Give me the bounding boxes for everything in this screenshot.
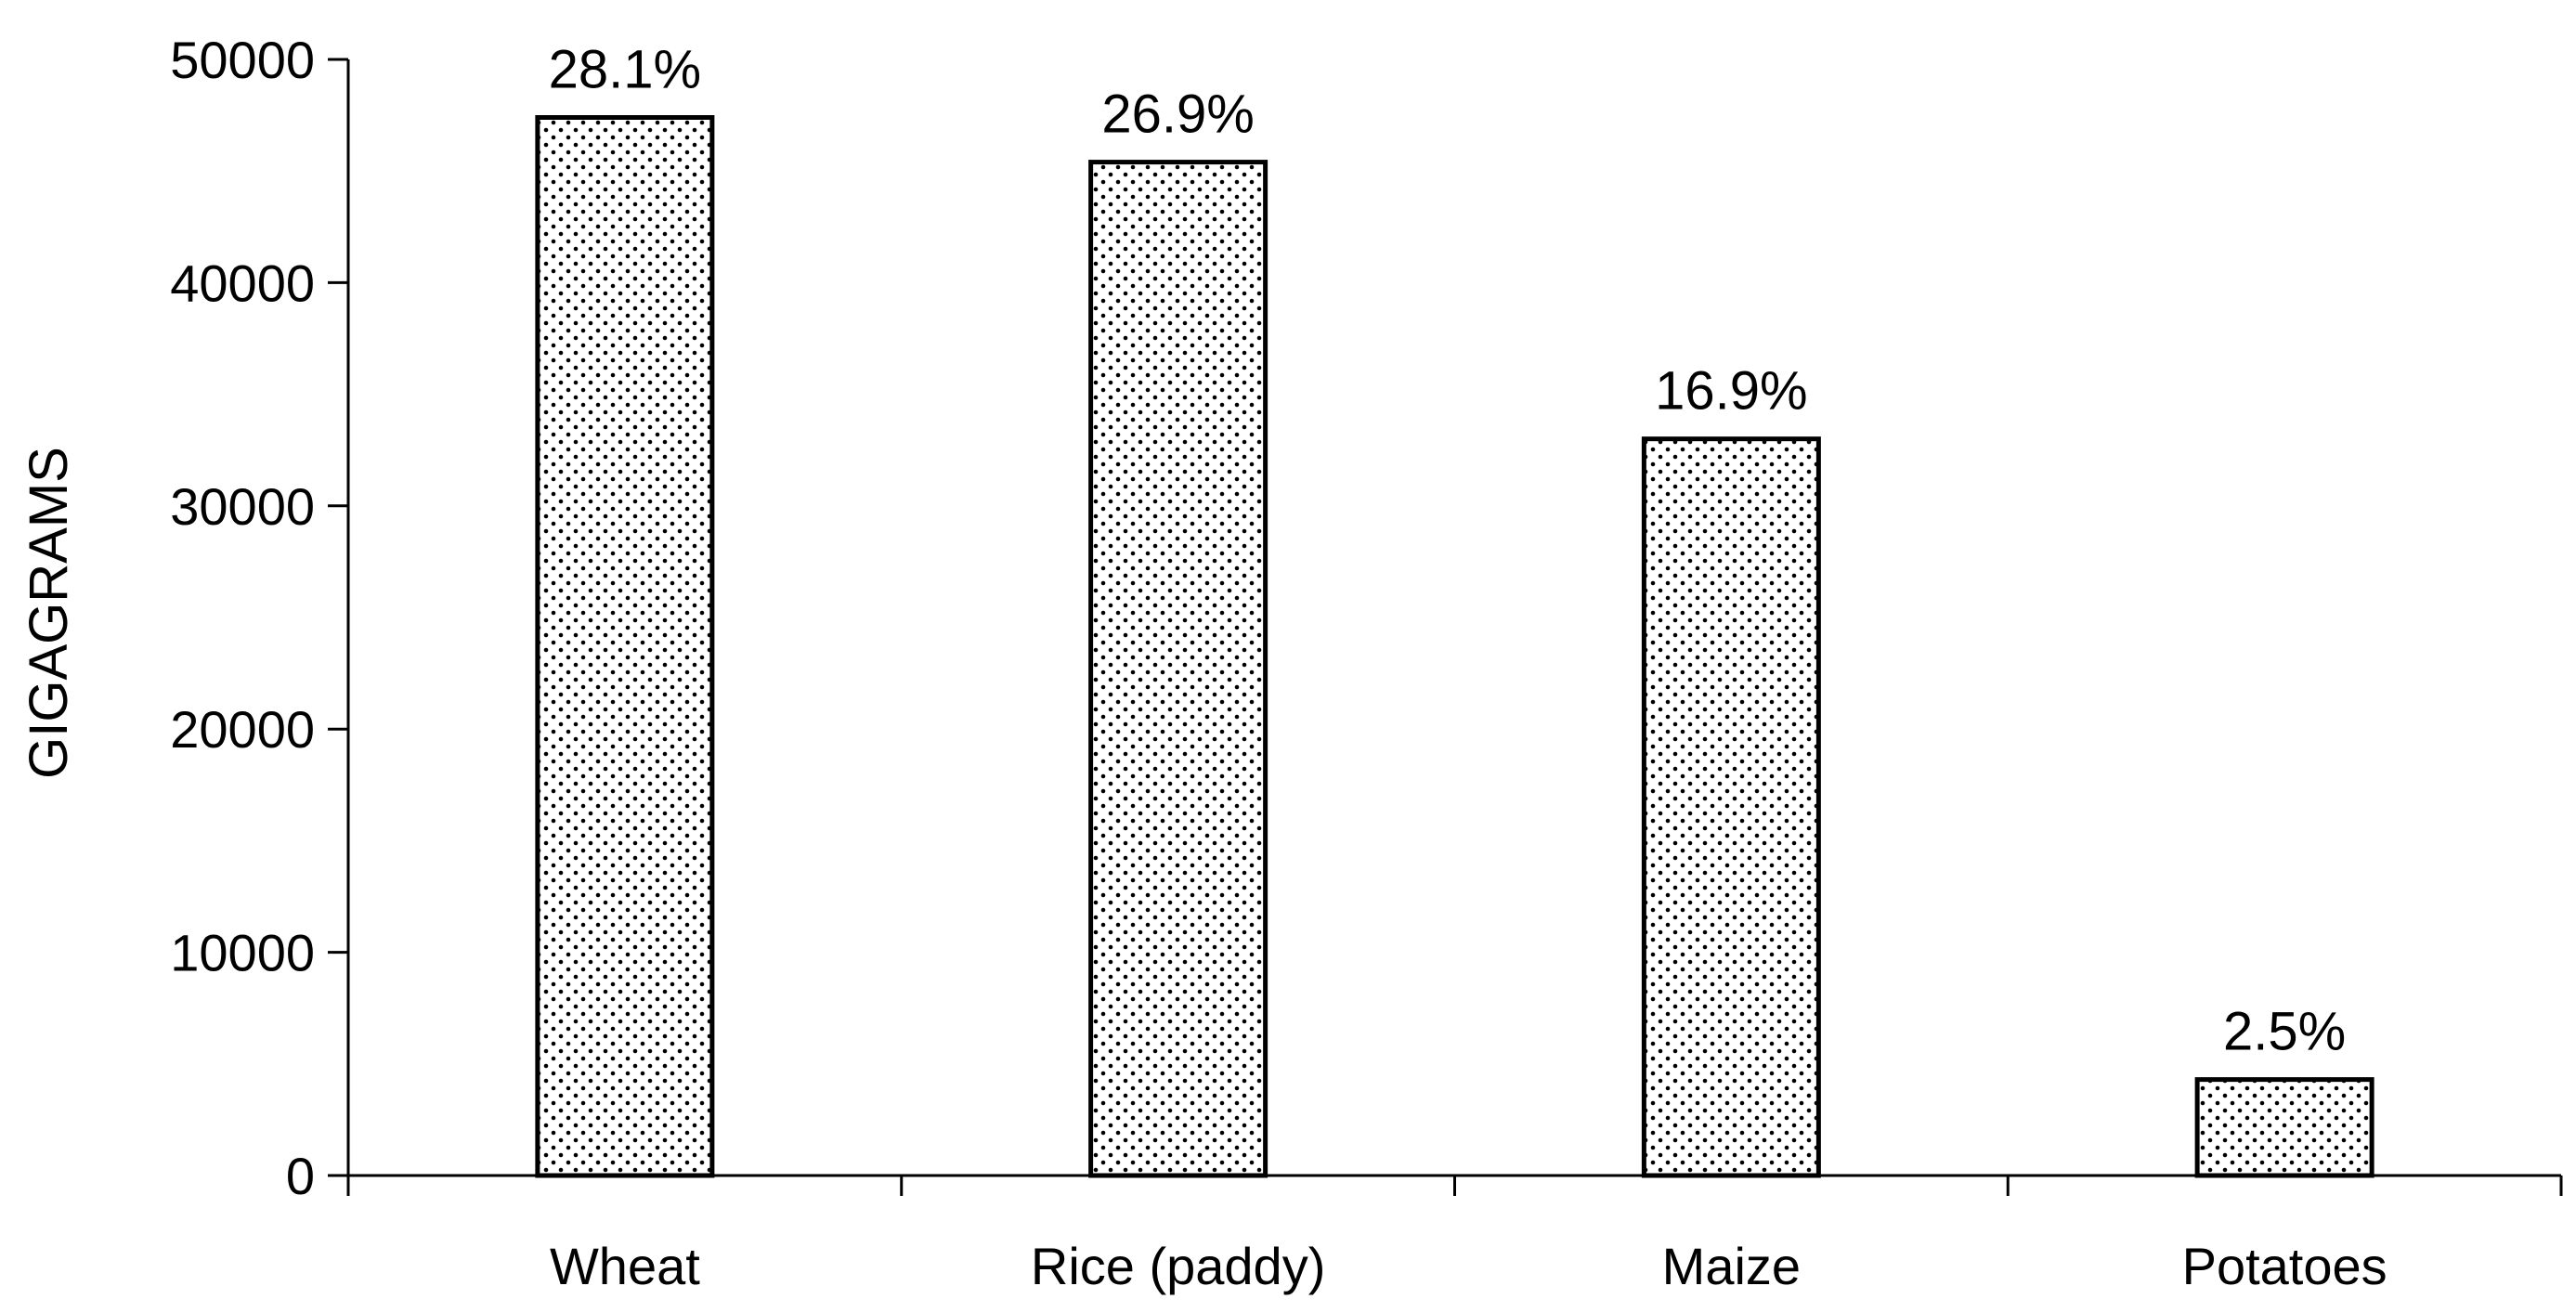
bars-layer — [535, 115, 2374, 1178]
y-tick-label: 30000 — [170, 477, 315, 536]
data-label: 16.9% — [1655, 361, 1807, 422]
y-tick-label: 50000 — [170, 31, 315, 89]
x-tick-label: Wheat — [550, 1237, 700, 1295]
y-tick-label: 10000 — [170, 924, 315, 982]
data-label: 28.1% — [549, 40, 701, 100]
bar-potatoes — [2194, 1077, 2374, 1178]
labels-layer: 28.1% Wheat 26.9% Rice (paddy) 16.9% Maize 2.5… — [19, 31, 2387, 1295]
axes-layer — [328, 58, 2563, 1196]
x-tick-label: Rice (paddy) — [1031, 1237, 1325, 1295]
bar-wheat — [535, 115, 715, 1178]
bar-rice-paddy — [1088, 160, 1268, 1178]
data-label: 26.9% — [1101, 84, 1254, 145]
x-tick-label: Maize — [1662, 1237, 1801, 1295]
data-label: 2.5% — [2223, 1002, 2346, 1062]
y-tick-label: 20000 — [170, 700, 315, 759]
x-tick-label: Potatoes — [2182, 1237, 2387, 1295]
y-tick-label: 40000 — [170, 253, 315, 312]
y-axis-title: GIGAGRAMS — [19, 447, 79, 779]
bar-maize — [1641, 436, 1821, 1178]
y-tick-label: 0 — [286, 1147, 315, 1205]
